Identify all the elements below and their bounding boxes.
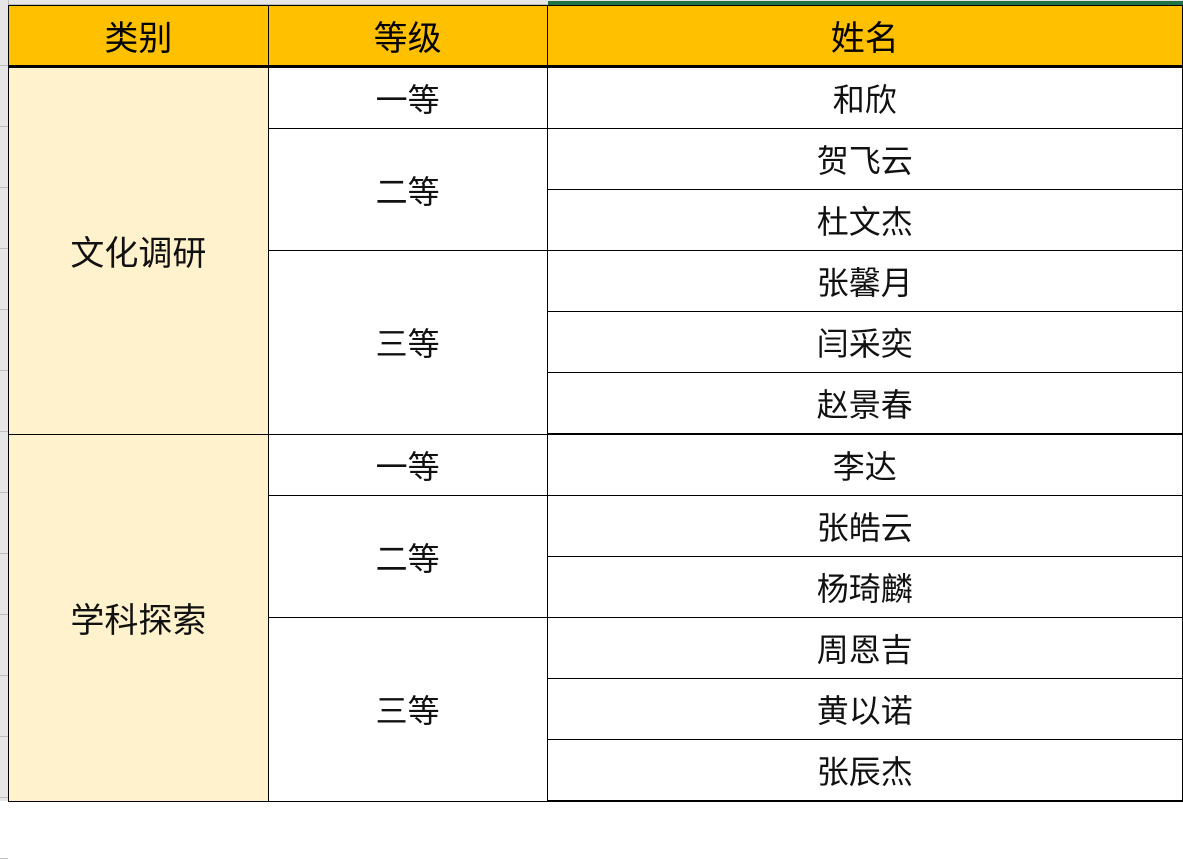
table-row: 赵景春 (9, 372, 1183, 435)
table-row: 杨琦麟 (9, 556, 1183, 618)
row-separator (0, 248, 8, 249)
name-cell[interactable]: 赵景春 (546, 372, 1183, 435)
row-separator (0, 65, 8, 66)
row-separator (0, 736, 8, 737)
table-row: 文化调研 一等 和欣 (8, 66, 1183, 435)
header-category[interactable]: 类别 (8, 5, 269, 68)
name-cell[interactable]: 杜文杰 (546, 189, 1183, 251)
table-row: 二等 贺飞云 (9, 128, 1183, 251)
name-cell[interactable]: 李达 (546, 433, 1183, 496)
row-separator (0, 431, 8, 432)
name-cell[interactable]: 闫采奕 (546, 311, 1183, 373)
table-row: 学科探索 一等 李达 (8, 433, 1183, 802)
name-cell[interactable]: 周恩吉 (546, 617, 1183, 679)
row-separator (0, 614, 8, 615)
level-cell[interactable]: 一等 (267, 433, 548, 496)
header-row: 类别 等级 姓名 (8, 5, 1183, 68)
name-cell[interactable]: 贺飞云 (546, 128, 1183, 190)
row-separator (0, 187, 8, 188)
name-cell[interactable]: 张辰杰 (546, 739, 1183, 802)
name-cell[interactable]: 黄以诺 (546, 678, 1183, 740)
row-separator (0, 797, 8, 798)
name-cell[interactable]: 张馨月 (546, 250, 1183, 312)
table-row: 三等 周恩吉 (9, 617, 1183, 802)
row-separator (0, 309, 8, 310)
category-cell[interactable]: 文化调研 (8, 66, 269, 435)
row-separator (0, 675, 8, 676)
header-name[interactable]: 姓名 (546, 5, 1183, 68)
row-separator (0, 553, 8, 554)
level-cell[interactable]: 三等 (267, 250, 548, 435)
name-cell[interactable]: 张皓云 (546, 495, 1183, 557)
table-row: 黄以诺 (9, 678, 1183, 740)
row-separator (0, 492, 8, 493)
selected-column-indicator (548, 1, 1183, 5)
level-cell[interactable]: 一等 (267, 66, 548, 129)
table-row: 张辰杰 (9, 739, 1183, 802)
name-cell[interactable]: 和欣 (546, 66, 1183, 129)
header-level[interactable]: 等级 (267, 5, 548, 68)
level-cell[interactable]: 二等 (267, 495, 548, 618)
table-row: 三等 张馨月 (9, 250, 1183, 435)
name-cell[interactable]: 杨琦麟 (546, 556, 1183, 618)
table-row: 二等 张皓云 (9, 495, 1183, 618)
award-table: 类别 等级 姓名 文化调研 一等 和欣 二等 贺飞云 杜文杰 三等 张馨月 闫采奕 赵景春 学科探索… (8, 5, 1183, 802)
row-separator (0, 126, 8, 127)
level-cell[interactable]: 三等 (267, 617, 548, 802)
row-separator (0, 370, 8, 371)
table-row: 闫采奕 (9, 311, 1183, 373)
level-cell[interactable]: 二等 (267, 128, 548, 251)
category-cell[interactable]: 学科探索 (8, 433, 269, 802)
